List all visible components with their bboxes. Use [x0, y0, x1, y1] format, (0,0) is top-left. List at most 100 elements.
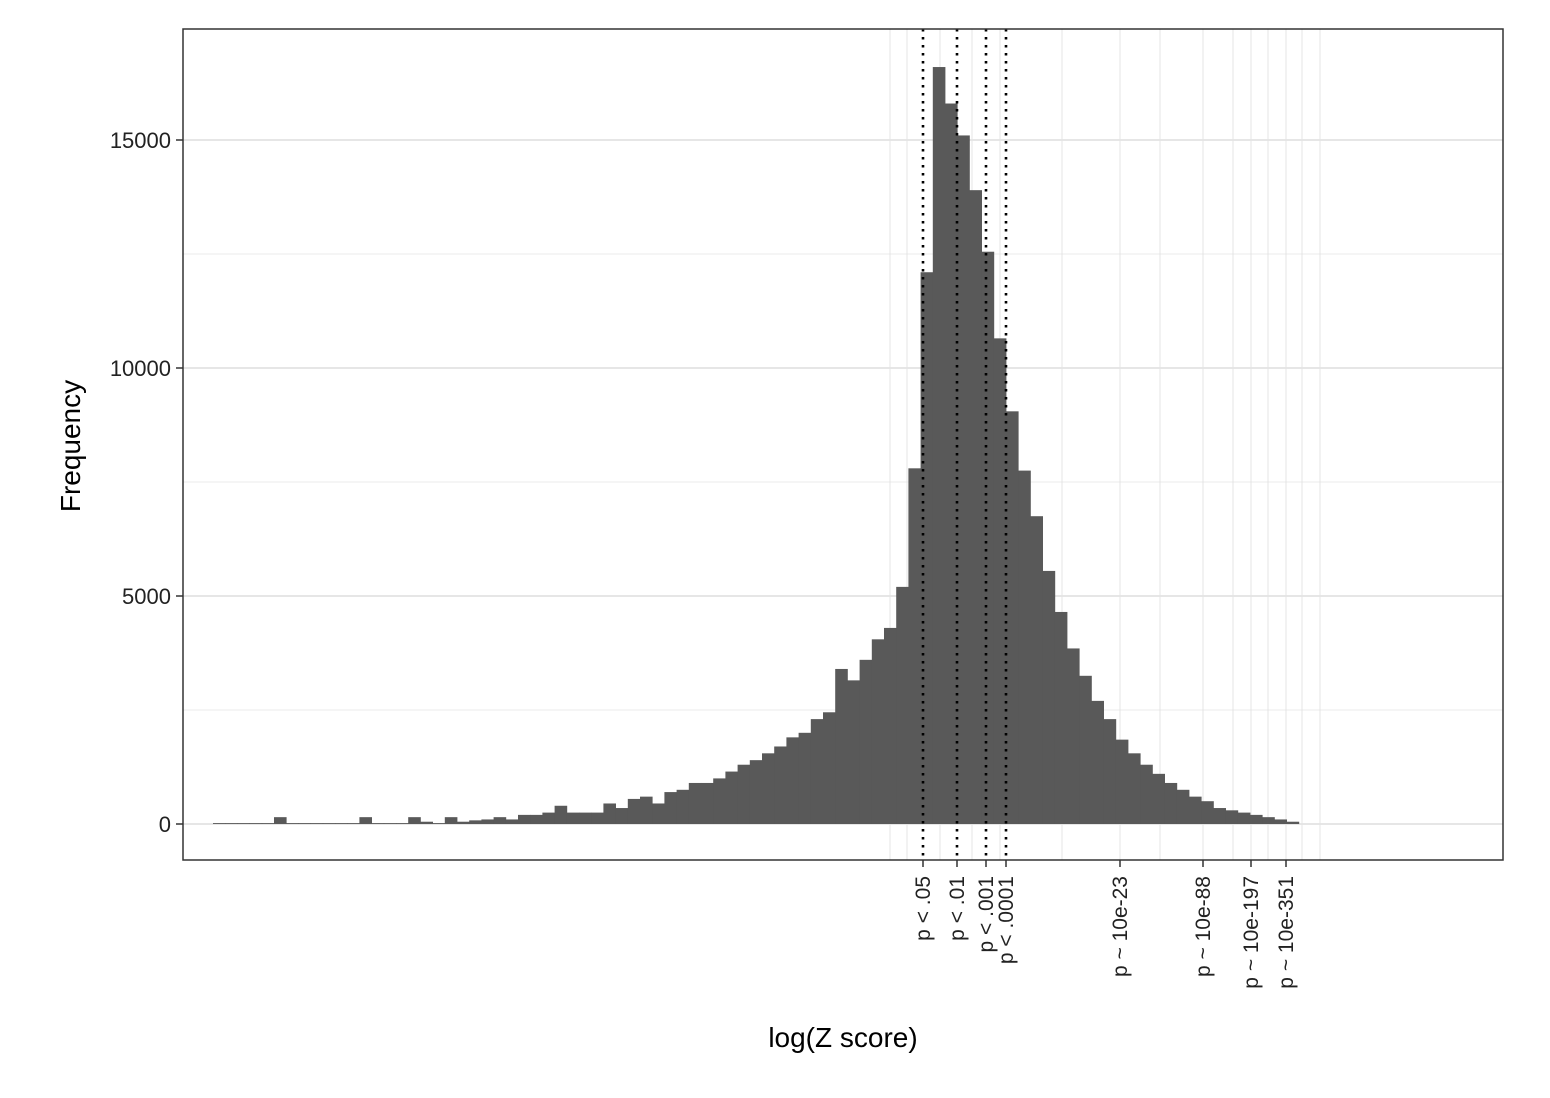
- histogram-bar: [371, 823, 385, 824]
- histogram-bar: [896, 586, 909, 824]
- histogram-bar: [1091, 700, 1104, 824]
- x-tick-label: p ~ 10e-197: [1240, 876, 1263, 989]
- histogram-bar: [530, 814, 543, 824]
- histogram-bar: [505, 819, 519, 824]
- histogram-bar: [1176, 789, 1190, 824]
- histogram-bar: [383, 823, 397, 824]
- x-tick-label: p ~ 10e-88: [1192, 876, 1215, 977]
- histogram-bar: [969, 190, 982, 824]
- y-tick-label: 0: [159, 812, 171, 837]
- histogram-bar: [1274, 819, 1287, 824]
- y-tick-label: 10000: [110, 356, 171, 381]
- histogram-bar: [737, 764, 751, 824]
- histogram-bar: [1152, 773, 1165, 824]
- histogram-bar: [957, 135, 970, 824]
- histogram-bar: [810, 719, 824, 824]
- histogram-bar: [871, 639, 885, 824]
- histogram-bar: [1189, 796, 1202, 824]
- histogram-bar: [932, 67, 946, 825]
- histogram-bar: [518, 814, 531, 824]
- histogram-bar: [579, 812, 592, 824]
- histogram-bar: [1262, 817, 1275, 824]
- histogram-bar: [213, 823, 226, 824]
- histogram-bar: [823, 712, 836, 824]
- histogram-bar: [249, 823, 263, 824]
- histogram-bar: [1054, 611, 1068, 824]
- histogram-bar: [688, 782, 702, 824]
- y-tick-label: 5000: [122, 584, 171, 609]
- histogram-bar: [1237, 812, 1251, 824]
- panel-border: [182, 28, 1504, 861]
- histogram-bar: [713, 778, 726, 824]
- histogram-bar: [762, 753, 775, 824]
- histogram-bar: [542, 812, 555, 824]
- histogram-bar: [1067, 648, 1080, 824]
- histogram-bar: [945, 103, 958, 824]
- histogram-bar: [652, 803, 665, 824]
- histogram-bar: [274, 817, 287, 824]
- histogram-bar: [566, 812, 580, 824]
- x-tick-label: p ~ 10e-351: [1275, 876, 1298, 989]
- histogram-bar: [786, 737, 799, 824]
- histogram-bar: [481, 819, 494, 824]
- histogram-bar: [701, 782, 714, 824]
- histogram-bar: [359, 817, 372, 824]
- histogram-bar: [627, 798, 641, 824]
- histogram-bar: [347, 823, 360, 824]
- x-tick-label: p < .01: [946, 876, 969, 941]
- histogram-bar: [1115, 739, 1129, 824]
- histogram-bar: [1018, 470, 1031, 824]
- histogram-bar: [1103, 719, 1117, 824]
- histogram-bar: [1042, 570, 1056, 824]
- histogram-bar: [1164, 782, 1178, 824]
- histogram-bar: [981, 251, 995, 825]
- histogram-bar: [1006, 411, 1019, 824]
- y-axis: 0 5000 10000 15000: [110, 128, 183, 837]
- histogram-bar: [237, 823, 250, 824]
- histogram-bar: [1213, 808, 1226, 824]
- histogram-bar: [615, 808, 629, 824]
- histogram-bar: [335, 823, 348, 824]
- x-axis-title: log(Z score): [768, 1022, 917, 1053]
- histogram-bar: [640, 796, 653, 824]
- histogram-bar: [493, 817, 507, 824]
- histogram-bar: [1128, 753, 1141, 824]
- histogram-bar: [225, 823, 238, 824]
- histogram-bar: [1140, 764, 1153, 824]
- histogram-bar: [1225, 810, 1239, 824]
- histogram-bar: [408, 817, 421, 824]
- histogram-bar: [1079, 675, 1092, 824]
- histogram-bar: [725, 771, 738, 824]
- histogram-bar: [749, 760, 763, 824]
- histogram-bar: [835, 668, 848, 824]
- histogram-bar: [298, 823, 311, 824]
- histogram-bar: [322, 823, 336, 824]
- histogram-bar: [603, 803, 616, 824]
- histogram-bar: [1201, 801, 1214, 824]
- histogram-bar: [676, 789, 690, 824]
- histogram-bar: [420, 821, 433, 824]
- histogram-bar: [1250, 814, 1263, 824]
- histogram-bar: [1286, 821, 1300, 824]
- histogram-bar: [261, 823, 275, 824]
- histogram-bar: [432, 823, 446, 824]
- histogram-bar: [591, 812, 604, 824]
- y-tick-label: 15000: [110, 128, 171, 153]
- histogram-bar: [469, 820, 482, 824]
- x-tick-label: p < .001: [975, 876, 998, 952]
- x-tick-label: p < .0001: [995, 876, 1018, 964]
- histogram-bar: [396, 823, 409, 824]
- histogram-bar: [1030, 516, 1043, 824]
- histogram-bar: [859, 659, 873, 824]
- histogram-bar: [884, 627, 897, 824]
- histogram-bar: [444, 817, 458, 824]
- histogram-bar: [664, 792, 677, 824]
- x-tick-label: p ~ 10e-23: [1109, 876, 1132, 977]
- histogram-bar: [310, 823, 324, 824]
- x-tick-label: p < .05: [912, 876, 935, 941]
- histogram-bar: [554, 805, 568, 824]
- y-axis-title: Frequency: [55, 380, 86, 512]
- histogram-bar: [774, 746, 787, 824]
- histogram-bar: [457, 821, 470, 824]
